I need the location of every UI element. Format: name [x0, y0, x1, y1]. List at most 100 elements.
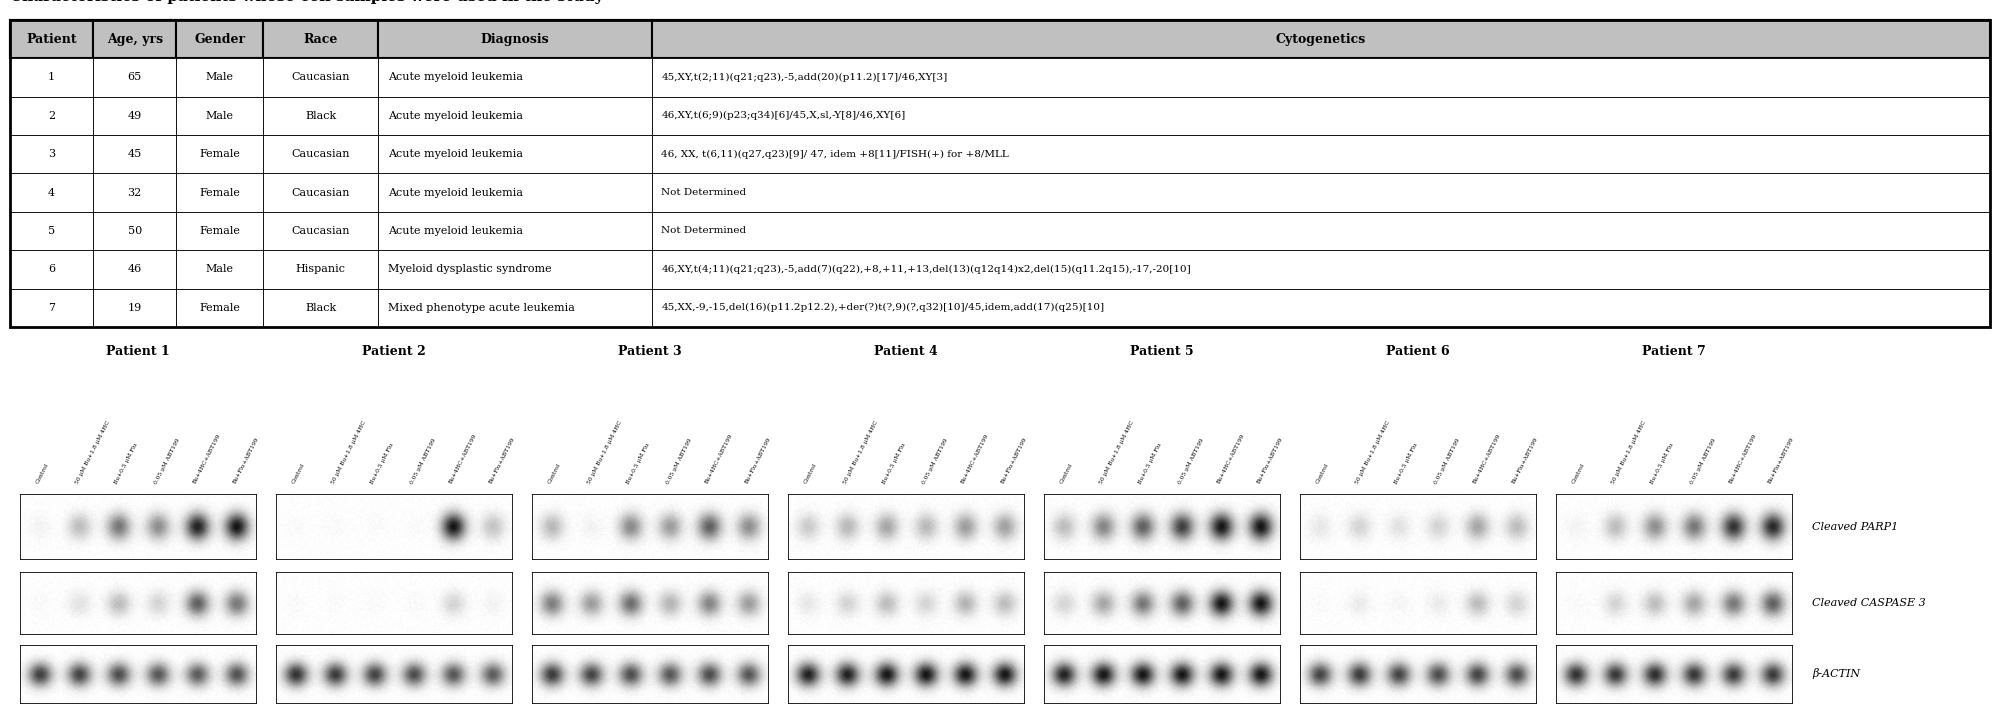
- Bar: [94, 250, 176, 288]
- Text: Control: Control: [548, 463, 562, 485]
- Text: β-ACTIN: β-ACTIN: [1812, 668, 1860, 679]
- Text: 0.05 μM ABT199: 0.05 μM ABT199: [1434, 437, 1460, 485]
- Bar: [378, 288, 652, 327]
- Text: 0.05 μM ABT199: 0.05 μM ABT199: [154, 437, 180, 485]
- Bar: [10, 97, 94, 135]
- Bar: [176, 135, 264, 173]
- Text: Female: Female: [200, 226, 240, 236]
- Bar: [378, 135, 652, 173]
- Text: Bu+4HC+ABT199: Bu+4HC+ABT199: [704, 433, 734, 485]
- Text: 45: 45: [128, 149, 142, 159]
- Bar: [264, 58, 378, 97]
- Text: 0.05 μM ABT199: 0.05 μM ABT199: [666, 437, 692, 485]
- Text: Control: Control: [1060, 463, 1074, 485]
- Text: Acute myeloid leukemia: Acute myeloid leukemia: [388, 111, 524, 121]
- Text: Male: Male: [206, 72, 234, 82]
- Text: 65: 65: [128, 72, 142, 82]
- Text: Diagnosis: Diagnosis: [480, 33, 550, 45]
- Bar: [10, 20, 94, 58]
- Bar: [652, 20, 1990, 58]
- Text: Female: Female: [200, 149, 240, 159]
- Bar: [176, 250, 264, 288]
- Text: Age, yrs: Age, yrs: [106, 33, 162, 45]
- Text: Acute myeloid leukemia: Acute myeloid leukemia: [388, 226, 524, 236]
- Text: Bu+Flu+ABT199: Bu+Flu+ABT199: [1256, 437, 1284, 485]
- Text: Mixed phenotype acute leukemia: Mixed phenotype acute leukemia: [388, 302, 576, 312]
- Bar: [94, 58, 176, 97]
- Text: Bu+0.5 μM Flu: Bu+0.5 μM Flu: [370, 442, 396, 485]
- Text: Bu+4HC+ABT199: Bu+4HC+ABT199: [1472, 433, 1502, 485]
- Text: 50 μM Bu+1.8 μM 4HC: 50 μM Bu+1.8 μM 4HC: [842, 420, 880, 485]
- Text: Bu+Flu+ABT199: Bu+Flu+ABT199: [488, 437, 516, 485]
- Text: 1: 1: [48, 72, 56, 82]
- Text: 4: 4: [48, 187, 56, 197]
- Bar: [652, 250, 1990, 288]
- Text: 46: 46: [128, 264, 142, 274]
- Text: Bu+Flu+ABT199: Bu+Flu+ABT199: [1000, 437, 1028, 485]
- Text: 45,XX,-9,-15,del(16)(p11.2p12.2),+der(?)t(?,9)(?,q32)[10]/45,idem,add(17)(q25)[1: 45,XX,-9,-15,del(16)(p11.2p12.2),+der(?)…: [662, 303, 1104, 312]
- Text: 46,XY,t(6;9)(p23;q34)[6]/45,X,sl,-Y[8]/46,XY[6]: 46,XY,t(6;9)(p23;q34)[6]/45,X,sl,-Y[8]/4…: [662, 111, 906, 121]
- Text: Patient 7: Patient 7: [1642, 345, 1706, 358]
- Text: 5: 5: [48, 226, 56, 236]
- Text: Patient 3: Patient 3: [618, 345, 682, 358]
- Bar: [378, 20, 652, 58]
- Text: Cytogenetics: Cytogenetics: [1276, 33, 1366, 45]
- Text: Patient 6: Patient 6: [1386, 345, 1450, 358]
- Text: Patient 5: Patient 5: [1130, 345, 1194, 358]
- Text: Acute myeloid leukemia: Acute myeloid leukemia: [388, 187, 524, 197]
- Bar: [264, 250, 378, 288]
- Bar: [652, 288, 1990, 327]
- Text: Bu+4HC+ABT199: Bu+4HC+ABT199: [1216, 433, 1246, 485]
- Bar: [264, 135, 378, 173]
- Bar: [264, 212, 378, 250]
- Text: Cleaved CASPASE 3: Cleaved CASPASE 3: [1812, 598, 1926, 608]
- Text: Myeloid dysplastic syndrome: Myeloid dysplastic syndrome: [388, 264, 552, 274]
- Bar: [10, 250, 94, 288]
- Bar: [264, 20, 378, 58]
- Text: Patient 1: Patient 1: [106, 345, 170, 358]
- Bar: [264, 288, 378, 327]
- Bar: [94, 212, 176, 250]
- Text: Control: Control: [292, 463, 306, 485]
- Bar: [176, 173, 264, 212]
- Text: Acute myeloid leukemia: Acute myeloid leukemia: [388, 72, 524, 82]
- Text: 32: 32: [128, 187, 142, 197]
- Text: Bu+0.5 μM Flu: Bu+0.5 μM Flu: [1650, 442, 1674, 485]
- Text: 6: 6: [48, 264, 56, 274]
- Text: Characteristics of patients whose cell samples were used in the study: Characteristics of patients whose cell s…: [10, 0, 604, 4]
- Text: 0.05 μM ABT199: 0.05 μM ABT199: [1178, 437, 1204, 485]
- Text: Control: Control: [1316, 463, 1330, 485]
- Text: Hispanic: Hispanic: [296, 264, 346, 274]
- Text: Control: Control: [36, 463, 50, 485]
- Text: 46, XX, t(6,11)(q27,q23)[9]/ 47, idem +8[11]/FISH(+) for +8/MLL: 46, XX, t(6,11)(q27,q23)[9]/ 47, idem +8…: [662, 150, 1010, 159]
- Text: Bu+0.5 μM Flu: Bu+0.5 μM Flu: [882, 442, 908, 485]
- Text: Male: Male: [206, 111, 234, 121]
- Text: 50 μM Bu+1.8 μM 4HC: 50 μM Bu+1.8 μM 4HC: [1354, 420, 1392, 485]
- Text: Gender: Gender: [194, 33, 246, 45]
- Bar: [652, 135, 1990, 173]
- Bar: [10, 20, 1990, 58]
- Text: Bu+Flu+ABT199: Bu+Flu+ABT199: [1512, 437, 1540, 485]
- Bar: [264, 97, 378, 135]
- Text: Male: Male: [206, 264, 234, 274]
- Bar: [378, 250, 652, 288]
- Text: Bu+0.5 μM Flu: Bu+0.5 μM Flu: [1394, 442, 1420, 485]
- Text: Control: Control: [1572, 463, 1586, 485]
- Bar: [94, 135, 176, 173]
- Text: 50 μM Bu+1.8 μM 4HC: 50 μM Bu+1.8 μM 4HC: [1610, 420, 1648, 485]
- Bar: [10, 173, 94, 212]
- Text: Bu+4HC+ABT199: Bu+4HC+ABT199: [192, 433, 222, 485]
- Text: Bu+0.5 μM Flu: Bu+0.5 μM Flu: [114, 442, 140, 485]
- Text: Control: Control: [804, 463, 818, 485]
- Bar: [10, 212, 94, 250]
- Bar: [652, 58, 1990, 97]
- Text: Bu+Flu+ABT199: Bu+Flu+ABT199: [744, 437, 772, 485]
- Bar: [176, 212, 264, 250]
- Text: Female: Female: [200, 302, 240, 312]
- Text: Caucasian: Caucasian: [292, 226, 350, 236]
- Bar: [94, 173, 176, 212]
- Bar: [176, 58, 264, 97]
- Text: Not Determined: Not Determined: [662, 188, 746, 197]
- Text: 0.05 μM ABT199: 0.05 μM ABT199: [922, 437, 948, 485]
- Bar: [94, 288, 176, 327]
